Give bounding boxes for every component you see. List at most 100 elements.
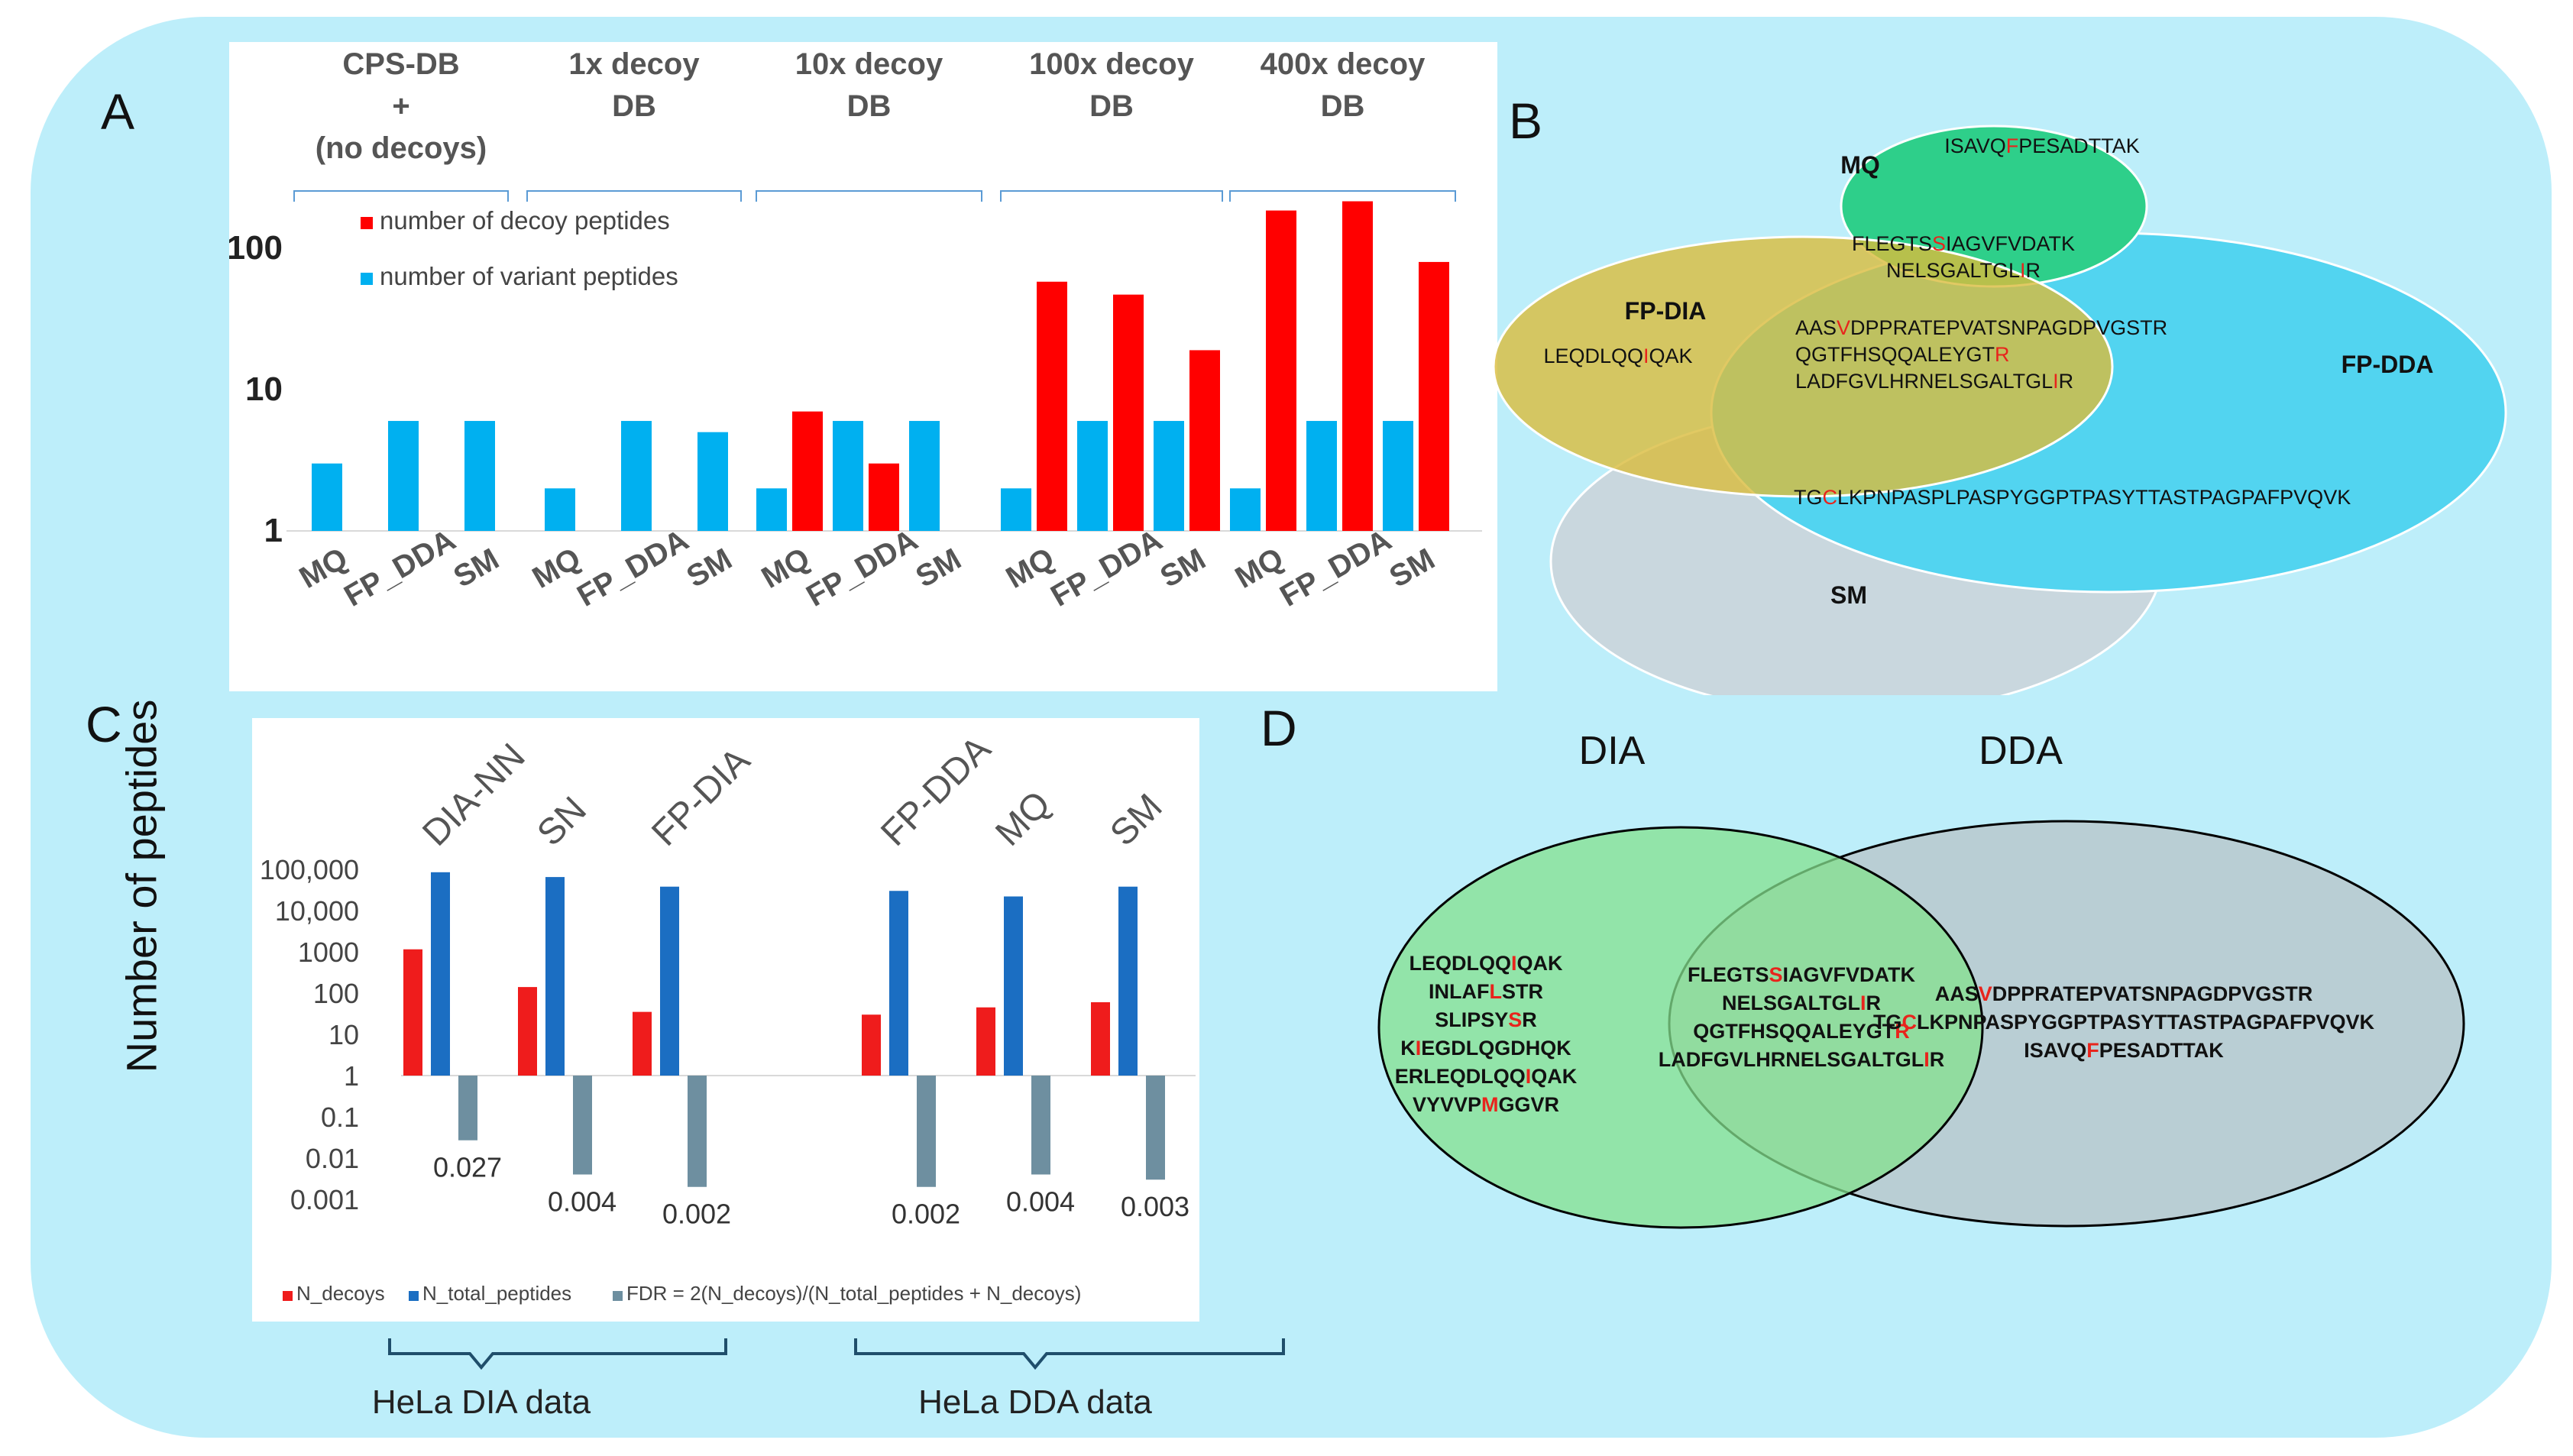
decoy-bar bbox=[1113, 294, 1144, 531]
group-label: HeLa DDA data bbox=[918, 1383, 1152, 1421]
y-tick-label: 10 bbox=[245, 370, 283, 408]
legend-label: N_total_peptides bbox=[422, 1282, 571, 1305]
variant-bar bbox=[1383, 421, 1413, 531]
venn-d-peptide: QGTFHSQQALEYGTR bbox=[1693, 1020, 1910, 1043]
n-total-bar bbox=[1118, 886, 1138, 1076]
variant-bar bbox=[545, 488, 575, 531]
variant-bar bbox=[833, 421, 863, 531]
venn-b-label-sm: SM bbox=[1830, 581, 1867, 609]
fdr-data-label: 0.002 bbox=[892, 1199, 960, 1230]
venn-b-peptide: AASVDPPRATEPVATSNPAGDPVGSTR bbox=[1795, 316, 2167, 339]
group-header-line: DB bbox=[1321, 89, 1365, 123]
venn-d-dia-only: LEQDLQQIQAK INLAFLSTR SLIPSYSR KIEGDLQGDHQK… bbox=[1395, 952, 1578, 1116]
venn-d-peptide: KIEGDLQGDHQK bbox=[1400, 1037, 1571, 1060]
fdr-bar bbox=[1146, 1076, 1165, 1180]
decoy-bar bbox=[1037, 281, 1067, 531]
variant-bar bbox=[388, 421, 419, 531]
fdr-data-label: 0.003 bbox=[1121, 1191, 1189, 1222]
fdr-bar bbox=[458, 1076, 477, 1141]
venn-b-peptide: QGTFHSQQALEYGTR bbox=[1795, 343, 2010, 366]
n-decoys-bar bbox=[518, 987, 537, 1076]
fdr-data-label: 0.002 bbox=[662, 1199, 731, 1230]
fdr-data-label: 0.027 bbox=[433, 1152, 502, 1183]
chart-c: 100,000 10,000 1000 100 10 1 0.1 0.01 0.001 0.027… bbox=[260, 729, 1196, 1305]
group-header-line: 1x decoy bbox=[568, 47, 700, 81]
legend-label: number of decoy peptides bbox=[380, 206, 670, 235]
venn-d-peptide: FLEGTSSIAGVFVDATK bbox=[1688, 963, 1916, 986]
panel-c-box: 100,000 10,000 1000 100 10 1 0.1 0.01 0.001 0.027… bbox=[252, 718, 1199, 1322]
group-header-line: CPS-DB bbox=[342, 47, 459, 81]
legend-label: N_decoys bbox=[296, 1282, 385, 1305]
fdr-data-label: 0.004 bbox=[548, 1186, 617, 1217]
venn-d-peptide: VYVVPMGGVR bbox=[1413, 1093, 1559, 1116]
variant-bar bbox=[312, 463, 342, 531]
group-bracket bbox=[1000, 190, 1223, 202]
venn-b-peptide: NELSGALTGLIR bbox=[1886, 259, 2041, 282]
decoy-bar bbox=[869, 463, 899, 531]
group-header-line: 10x decoy bbox=[795, 47, 943, 81]
group-header-line: (no decoys) bbox=[316, 131, 487, 165]
variant-bar bbox=[464, 421, 495, 531]
group-header-line: + bbox=[392, 89, 409, 123]
n-decoys-bar bbox=[862, 1014, 881, 1076]
group-bracket bbox=[756, 190, 982, 202]
venn-d-peptide: SLIPSYSR bbox=[1435, 1008, 1537, 1031]
variant-bar bbox=[1154, 421, 1184, 531]
venn-b-label-fpdia: FP-DIA bbox=[1625, 297, 1707, 325]
venn-d-intersection: FLEGTSSIAGVFVDATK NELSGALTGLIR QGTFHSQQALE… bbox=[1659, 963, 1944, 1071]
fdr-bar bbox=[917, 1076, 936, 1187]
y-tick-label: 1000 bbox=[298, 937, 359, 968]
venn-d-peptide: INLAFLSTR bbox=[1429, 980, 1543, 1003]
fdr-bar bbox=[1031, 1076, 1050, 1175]
group-label: HeLa DIA data bbox=[372, 1383, 591, 1421]
variant-bar bbox=[697, 432, 728, 531]
n-decoys-bar bbox=[976, 1007, 995, 1076]
y-tick-label: 100 bbox=[313, 978, 359, 1009]
n-decoys-bar bbox=[403, 949, 422, 1076]
legend-swatch bbox=[283, 1291, 293, 1301]
panel-a-box: 1 10 100 CPS-DB + (no decoys) MQ FP_DDA SM 1x dec… bbox=[227, 42, 1497, 691]
n-decoys-bar bbox=[633, 1011, 652, 1076]
group-bracket bbox=[388, 1338, 727, 1370]
venn-b-label-mq: MQ bbox=[1840, 151, 1880, 179]
panel-label-d: D bbox=[1261, 700, 1297, 756]
venn-d-peptide: NELSGALTGLIR bbox=[1722, 992, 1881, 1014]
panel-label-c: C bbox=[86, 696, 122, 752]
legend-swatch bbox=[361, 273, 373, 285]
group-bracket bbox=[1229, 190, 1456, 202]
venn-b-peptide: FLEGTSSIAGVFVDATK bbox=[1852, 232, 2075, 255]
variant-bar bbox=[621, 421, 652, 531]
variant-bar bbox=[1001, 488, 1031, 531]
venn-b-label-fpdda: FP-DDA bbox=[2342, 351, 2434, 378]
y-tick-label: 0.001 bbox=[290, 1184, 359, 1215]
legend-swatch bbox=[361, 217, 373, 229]
y-tick-label: 100,000 bbox=[260, 854, 359, 885]
variant-bar bbox=[1306, 421, 1337, 531]
decoy-bar bbox=[1189, 350, 1220, 531]
y-tick-label: 1 bbox=[344, 1060, 359, 1092]
n-total-bar bbox=[1004, 896, 1023, 1076]
venn-d-peptide: LEQDLQQIQAK bbox=[1409, 952, 1563, 975]
legend-swatch bbox=[409, 1291, 419, 1301]
venn-b-peptide: TGCLKPNPASPLPASPYGGPTPASYTTASTPAGPAFPVQV… bbox=[1794, 486, 2351, 509]
decoy-bar bbox=[792, 411, 823, 531]
decoy-bar bbox=[1342, 201, 1373, 531]
venn-d-peptide: TGCLKPNPASPYGGPTPASYTTASTPAGPAFPVQVK bbox=[1873, 1011, 2375, 1034]
venn-d-dda-only: AASVDPPRATEPVATSNPAGDPVGSTR TGCLKPNPASPYG… bbox=[1873, 982, 2375, 1062]
legend-label: number of variant peptides bbox=[380, 262, 678, 290]
group-header-line: DB bbox=[612, 89, 656, 123]
venn-d-peptide: ISAVQFPESADTTAK bbox=[2024, 1039, 2224, 1062]
decoy-bar bbox=[1419, 261, 1449, 531]
group-header-line: 100x decoy bbox=[1029, 47, 1194, 81]
venn-b-peptide: LEQDLQQIQAK bbox=[1543, 345, 1692, 367]
legend-swatch bbox=[613, 1291, 623, 1301]
fdr-bar bbox=[573, 1076, 592, 1175]
y-tick-label: 100 bbox=[229, 229, 283, 267]
venn-b-peptide: LADFGVLHRNELSGALTGLIR bbox=[1795, 370, 2073, 393]
fdr-bar bbox=[688, 1076, 707, 1187]
group-header-line: DB bbox=[1089, 89, 1134, 123]
venn-d-label-dia: DIA bbox=[1579, 729, 1646, 773]
venn-b-peptide: ISAVQFPESADTTAK bbox=[1944, 134, 2140, 157]
